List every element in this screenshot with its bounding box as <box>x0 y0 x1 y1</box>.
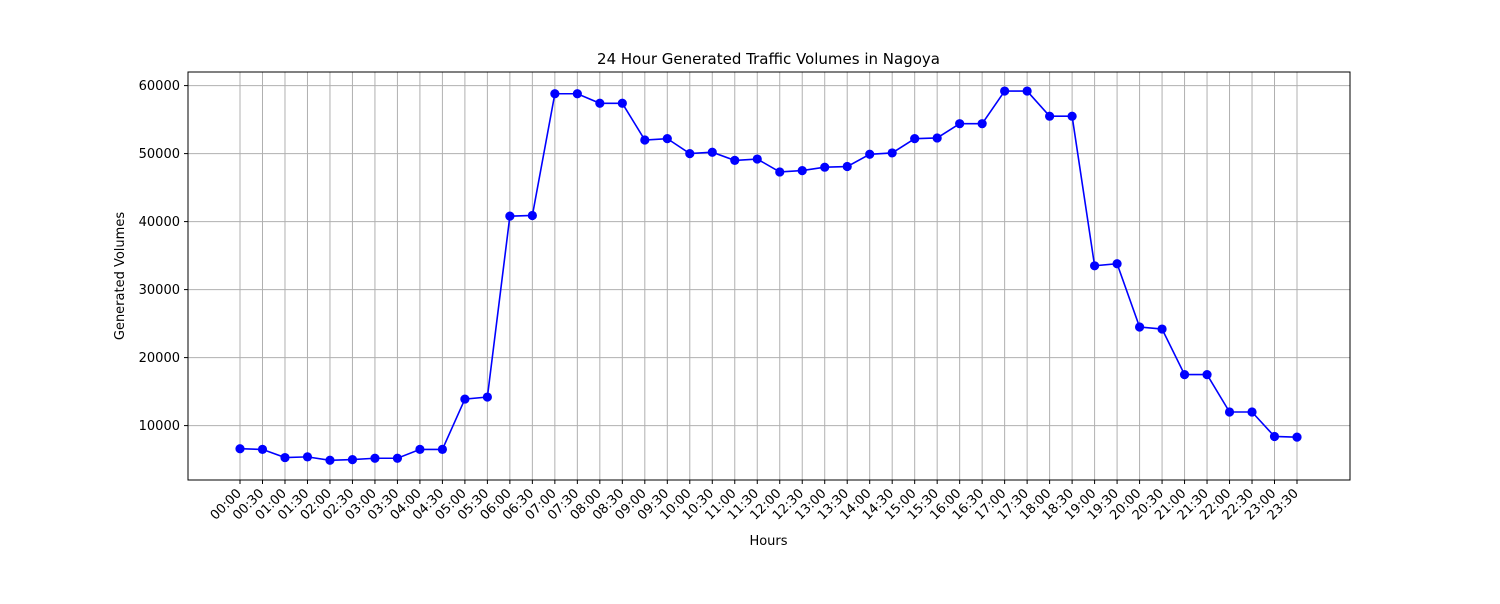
data-point <box>1000 86 1010 96</box>
data-point <box>910 134 920 144</box>
data-point <box>370 453 380 463</box>
data-point <box>257 444 268 454</box>
data-point <box>775 167 785 177</box>
data-point <box>1089 261 1100 271</box>
data-point <box>842 161 852 172</box>
y-tick-label: 10000 <box>139 419 180 434</box>
data-point <box>662 134 672 144</box>
data-point <box>752 154 762 164</box>
data-point <box>1112 259 1122 269</box>
data-point <box>460 394 470 404</box>
y-tick-label: 50000 <box>139 147 180 162</box>
data-point <box>302 452 313 462</box>
plot-frame <box>187 71 1351 481</box>
data-point <box>572 89 582 99</box>
grid <box>188 72 1350 480</box>
data-point <box>1247 407 1257 417</box>
data-point <box>730 155 740 165</box>
y-axis-label: Generated Volumes <box>113 212 128 340</box>
x-axis-label: Hours <box>749 534 787 549</box>
data-point <box>797 166 807 176</box>
data-point <box>392 453 403 463</box>
data-point <box>617 98 627 108</box>
data-point <box>1292 432 1302 442</box>
data-point <box>1045 111 1055 121</box>
data-point <box>1202 370 1212 380</box>
data-point <box>550 89 560 99</box>
y-tick-label: 20000 <box>139 351 180 366</box>
y-axis-ticks: 10000 20000 30000 40000 50000 60000 <box>139 79 188 434</box>
data-point <box>640 135 650 145</box>
data-point <box>595 98 605 108</box>
data-point <box>820 162 830 172</box>
data-point <box>280 452 290 463</box>
y-tick-label: 40000 <box>139 215 180 230</box>
data-point <box>347 455 358 465</box>
data-point <box>1224 407 1235 417</box>
data-point <box>437 444 448 454</box>
data-point <box>955 119 965 129</box>
data-point <box>1269 431 1280 442</box>
data-point <box>932 133 942 143</box>
data-point <box>977 119 987 129</box>
data-point <box>887 148 897 158</box>
data-point <box>865 149 875 159</box>
data-point <box>707 147 717 157</box>
data-point <box>235 444 245 454</box>
y-tick-label: 60000 <box>139 79 180 94</box>
data-point <box>325 455 335 465</box>
data-point <box>505 211 515 221</box>
y-tick-label: 30000 <box>139 283 180 298</box>
series-markers <box>235 86 1302 465</box>
data-point <box>1067 111 1077 121</box>
data-point <box>1157 324 1167 334</box>
chart-title: 24 Hour Generated Traffic Volumes in Nag… <box>597 50 940 68</box>
data-point <box>1022 86 1032 96</box>
data-point <box>415 444 425 454</box>
data-point <box>527 210 537 221</box>
data-point <box>1179 370 1190 380</box>
data-point <box>685 149 695 159</box>
data-point <box>482 392 492 402</box>
data-point <box>1134 322 1145 332</box>
